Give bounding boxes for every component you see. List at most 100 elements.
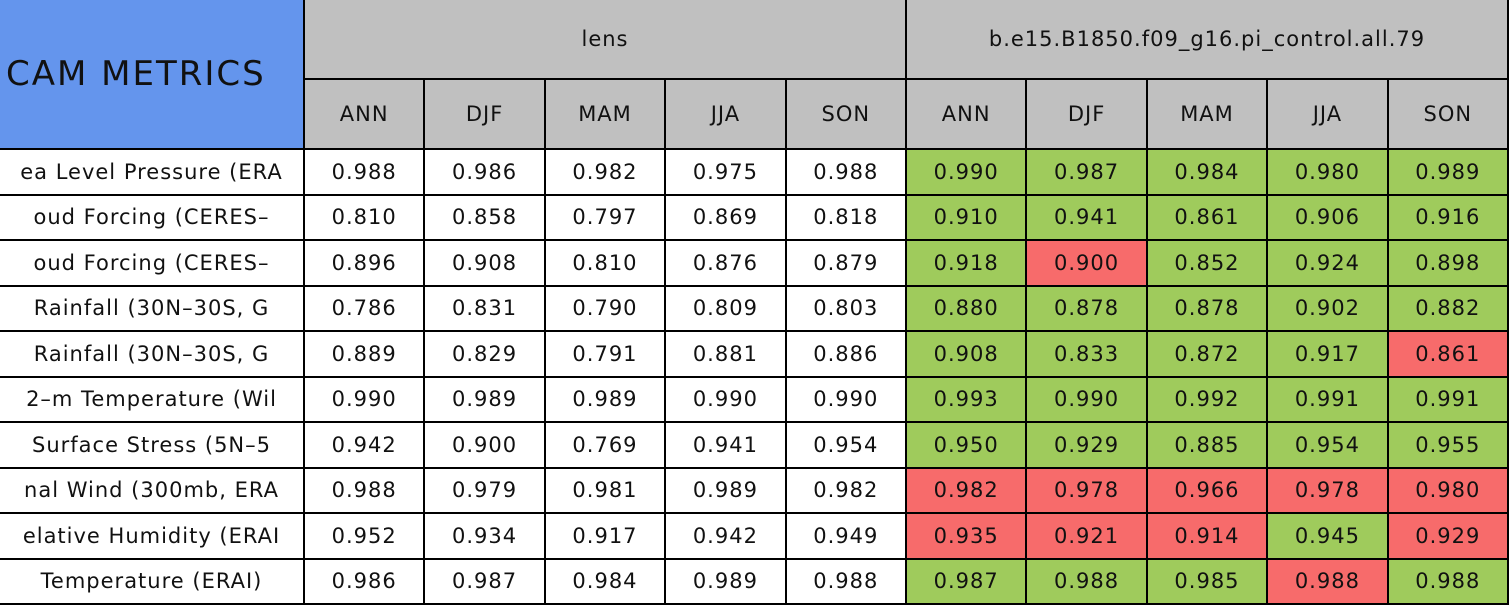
metric-cell: 0.982: [786, 468, 907, 514]
metric-cell: 0.918: [907, 241, 1028, 287]
metric-cell: 0.924: [1268, 241, 1389, 287]
row-label: Temperature (ERAI): [0, 559, 305, 605]
metric-cell: 0.902: [1268, 286, 1389, 332]
metric-cell: 0.990: [786, 377, 907, 423]
metric-cell: 0.885: [1147, 423, 1269, 469]
metric-cell: 0.914: [1147, 514, 1269, 560]
metric-cell: 0.896: [305, 241, 426, 287]
metric-cell: 0.987: [907, 559, 1028, 605]
metric-cell: 0.917: [545, 514, 667, 560]
metric-cell: 0.809: [666, 286, 787, 332]
metric-cell: 0.986: [425, 150, 546, 196]
row-label: Rainfall (30N–30S, G: [0, 286, 305, 332]
metric-cell: 0.988: [1268, 559, 1389, 605]
metric-cell: 0.988: [786, 150, 907, 196]
metric-cell: 0.988: [305, 150, 426, 196]
metric-cell: 0.978: [1268, 468, 1389, 514]
metric-cell: 0.906: [1268, 195, 1389, 241]
metric-cell: 0.797: [545, 195, 667, 241]
metric-cell: 0.989: [666, 468, 787, 514]
metric-cell: 0.818: [786, 195, 907, 241]
column-header: SON: [786, 80, 907, 150]
metric-cell: 0.952: [305, 514, 426, 560]
metric-cell: 0.990: [1027, 377, 1148, 423]
metric-cell: 0.991: [1388, 377, 1509, 423]
metric-cell: 0.941: [666, 423, 787, 469]
metric-cell: 0.921: [1027, 514, 1148, 560]
metric-cell: 0.879: [786, 241, 907, 287]
metric-cell: 0.929: [1388, 514, 1509, 560]
metric-cell: 0.955: [1388, 423, 1509, 469]
metric-cell: 0.876: [666, 241, 787, 287]
row-label: oud Forcing (CERES–: [0, 195, 305, 241]
metric-cell: 0.852: [1147, 241, 1269, 287]
metric-cell: 0.810: [305, 195, 426, 241]
metric-cell: 0.980: [1268, 150, 1389, 196]
metric-cell: 0.954: [1268, 423, 1389, 469]
metric-cell: 0.989: [545, 377, 667, 423]
metric-cell: 0.984: [545, 559, 667, 605]
metric-cell: 0.990: [666, 377, 787, 423]
metric-cell: 0.975: [666, 150, 787, 196]
row-label: ea Level Pressure (ERA: [0, 150, 305, 196]
metric-cell: 0.769: [545, 423, 667, 469]
column-header: JJA: [1268, 80, 1389, 150]
metric-cell: 0.988: [1388, 559, 1509, 605]
metric-cell: 0.982: [907, 468, 1028, 514]
metric-cell: 0.990: [305, 377, 426, 423]
group-header: lens: [305, 0, 907, 80]
metric-cell: 0.833: [1027, 332, 1148, 378]
column-header: DJF: [1027, 80, 1148, 150]
metric-cell: 0.861: [1388, 332, 1509, 378]
metric-cell: 0.978: [1027, 468, 1148, 514]
metric-cell: 0.880: [907, 286, 1028, 332]
row-label: Surface Stress (5N–5: [0, 423, 305, 469]
metric-cell: 0.872: [1147, 332, 1269, 378]
column-header: ANN: [907, 80, 1028, 150]
column-header: DJF: [425, 80, 546, 150]
metric-cell: 0.984: [1147, 150, 1269, 196]
metric-cell: 0.882: [1388, 286, 1509, 332]
row-label: nal Wind (300mb, ERA: [0, 468, 305, 514]
metric-cell: 0.945: [1268, 514, 1389, 560]
metric-cell: 0.917: [1268, 332, 1389, 378]
metric-cell: 0.869: [666, 195, 787, 241]
metric-cell: 0.886: [786, 332, 907, 378]
metric-cell: 0.829: [425, 332, 546, 378]
metric-cell: 0.981: [545, 468, 667, 514]
metric-cell: 0.986: [305, 559, 426, 605]
metric-cell: 0.987: [1027, 150, 1148, 196]
metric-cell: 0.916: [1388, 195, 1509, 241]
metric-cell: 0.929: [1027, 423, 1148, 469]
metric-cell: 0.935: [907, 514, 1028, 560]
row-label: 2–m Temperature (Wil: [0, 377, 305, 423]
column-header: SON: [1388, 80, 1509, 150]
metric-cell: 0.908: [907, 332, 1028, 378]
metric-cell: 0.989: [425, 377, 546, 423]
metric-cell: 0.990: [907, 150, 1028, 196]
row-label: oud Forcing (CERES–: [0, 241, 305, 287]
metric-cell: 0.985: [1147, 559, 1269, 605]
row-label: Rainfall (30N–30S, G: [0, 332, 305, 378]
metric-cell: 0.966: [1147, 468, 1269, 514]
metric-cell: 0.831: [425, 286, 546, 332]
metric-cell: 0.980: [1388, 468, 1509, 514]
column-header: MAM: [545, 80, 667, 150]
metric-cell: 0.790: [545, 286, 667, 332]
metric-cell: 0.881: [666, 332, 787, 378]
column-header: MAM: [1147, 80, 1269, 150]
metric-cell: 0.989: [666, 559, 787, 605]
metric-cell: 0.908: [425, 241, 546, 287]
metric-cell: 0.791: [545, 332, 667, 378]
metric-cell: 0.988: [1027, 559, 1148, 605]
metric-cell: 0.988: [305, 468, 426, 514]
metric-cell: 0.942: [666, 514, 787, 560]
metric-cell: 0.878: [1027, 286, 1148, 332]
metric-cell: 0.898: [1388, 241, 1509, 287]
metric-cell: 0.803: [786, 286, 907, 332]
metric-cell: 0.858: [425, 195, 546, 241]
metric-cell: 0.942: [305, 423, 426, 469]
row-label: elative Humidity (ERAI: [0, 514, 305, 560]
metric-cell: 0.991: [1268, 377, 1389, 423]
